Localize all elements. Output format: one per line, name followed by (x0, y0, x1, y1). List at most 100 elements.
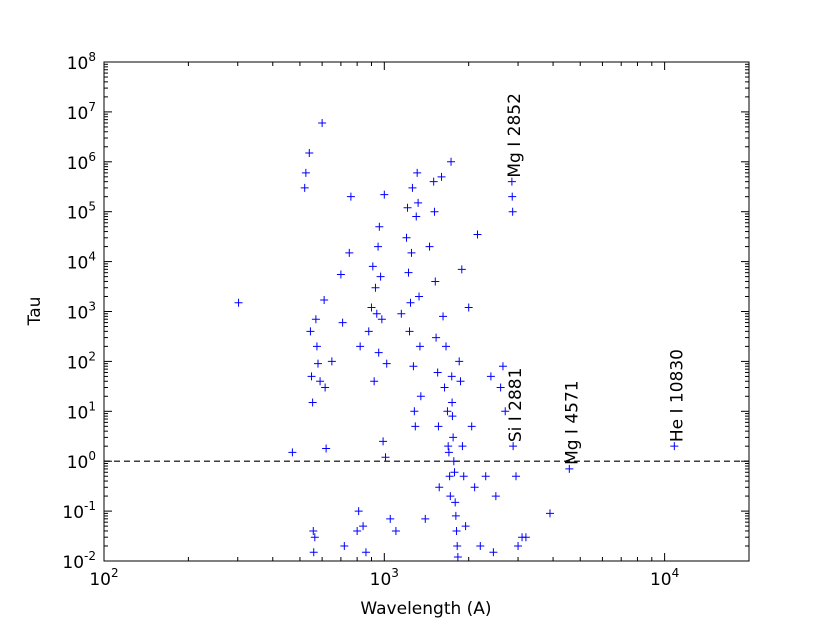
data-point (444, 448, 453, 457)
data-point (404, 268, 413, 277)
data-point (367, 303, 376, 312)
data-point (470, 483, 479, 492)
data-point (403, 203, 412, 212)
data-point (452, 526, 461, 535)
data-point (473, 230, 482, 239)
y-tick-label: 100 (67, 449, 96, 473)
data-point (353, 526, 362, 535)
y-axis-label: Tau (25, 297, 45, 327)
data-point (430, 207, 439, 216)
data-point (444, 442, 453, 451)
y-tick-label: 10-1 (62, 499, 96, 523)
data-point (461, 522, 470, 531)
data-points (234, 118, 679, 562)
data-point (340, 541, 349, 550)
data-point (327, 357, 336, 366)
data-point (476, 541, 485, 550)
data-point (491, 492, 500, 501)
data-point (411, 422, 420, 431)
data-point (565, 464, 574, 473)
data-point (408, 183, 417, 192)
line-annotation: Mg I 4571 (562, 380, 582, 465)
data-point (415, 292, 424, 301)
data-point (311, 315, 320, 324)
data-point (359, 522, 368, 531)
data-point (449, 433, 458, 442)
data-point (402, 233, 411, 242)
data-point (508, 192, 517, 201)
data-point (507, 177, 516, 186)
data-point (397, 309, 406, 318)
data-point (346, 192, 355, 201)
data-point (433, 368, 442, 377)
data-point (405, 327, 414, 336)
data-point (345, 248, 354, 257)
data-point (374, 348, 383, 357)
data-point (459, 472, 468, 481)
data-point (456, 377, 465, 386)
data-point (316, 377, 325, 386)
data-point (489, 548, 498, 557)
data-point (313, 359, 322, 368)
x-tick-label: 103 (370, 566, 399, 590)
data-point (410, 407, 419, 416)
data-point (288, 448, 297, 457)
data-point (368, 262, 377, 271)
line-annotation: Si I 2881 (506, 368, 526, 443)
data-point (391, 526, 400, 535)
data-point (312, 342, 321, 351)
x-tick-label: 102 (89, 566, 118, 590)
data-point (407, 248, 416, 257)
data-point (414, 198, 423, 207)
data-point (448, 398, 457, 407)
y-tick-label: 107 (67, 100, 96, 124)
data-point (501, 407, 510, 416)
data-point (448, 412, 457, 421)
data-point (670, 442, 679, 451)
data-point (308, 398, 317, 407)
y-tick-label: 106 (67, 150, 96, 174)
line-annotation: He I 10830 (667, 349, 687, 442)
data-point (386, 514, 395, 523)
data-point (406, 298, 415, 307)
data-point (437, 172, 446, 181)
y-tick-label: 103 (67, 300, 96, 324)
data-point (447, 372, 456, 381)
data-point (413, 168, 422, 177)
data-point (409, 362, 418, 371)
data-point (412, 212, 421, 221)
data-point (467, 422, 476, 431)
data-point (512, 472, 521, 481)
data-point (301, 168, 310, 177)
data-point (318, 118, 327, 127)
data-point (370, 377, 379, 386)
y-tick-label: 105 (67, 200, 96, 224)
data-point (496, 383, 505, 392)
data-point (450, 468, 459, 477)
data-point (458, 442, 467, 451)
data-point (379, 437, 388, 446)
data-point (449, 457, 458, 466)
data-point (361, 548, 370, 557)
data-point (305, 149, 314, 158)
data-point (380, 190, 389, 199)
data-point (498, 362, 507, 371)
data-point (364, 327, 373, 336)
data-point (486, 372, 495, 381)
data-point (415, 342, 424, 351)
data-point (508, 207, 517, 216)
data-point (545, 509, 554, 518)
data-point (354, 507, 363, 516)
data-point (445, 472, 454, 481)
data-point (481, 472, 490, 481)
data-point (374, 242, 383, 251)
y-tick-label: 10-2 (62, 549, 96, 573)
data-point (416, 392, 425, 401)
data-point (457, 265, 466, 274)
data-point (439, 312, 448, 321)
data-point (375, 222, 384, 231)
line-annotation: Mg I 2852 (505, 93, 525, 178)
data-point (435, 483, 444, 492)
data-point (309, 548, 318, 557)
